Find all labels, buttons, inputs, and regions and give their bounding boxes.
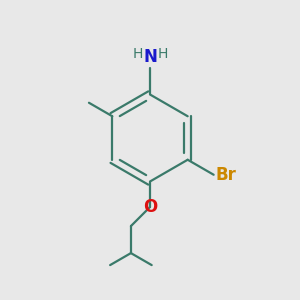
Text: Br: Br	[215, 166, 236, 184]
Text: O: O	[143, 198, 157, 216]
Text: H: H	[132, 47, 142, 61]
Text: N: N	[143, 48, 157, 66]
Text: H: H	[158, 47, 168, 61]
